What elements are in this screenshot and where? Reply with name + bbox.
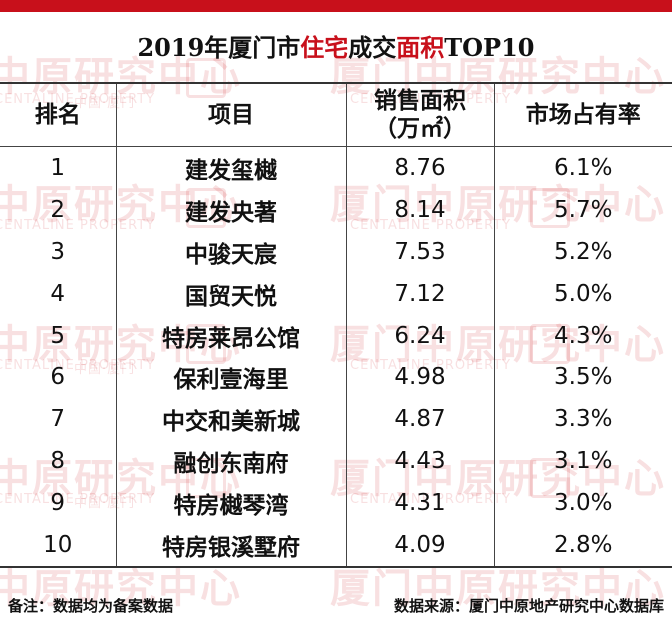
table-row: 3 中骏天宸 7.53 5.2% <box>0 230 672 273</box>
cell-project: 特房莱昂公馆 <box>116 314 347 357</box>
cell-share: 6.1% <box>554 154 613 181</box>
cell-project: 建发央著 <box>116 188 347 231</box>
header-area: 销售面积 （万㎡） <box>346 83 495 147</box>
cell-area: 4.98 <box>346 356 495 399</box>
table-row: 7 中交和美新城 4.87 3.3% <box>0 398 672 441</box>
table-row: 10 特房银溪墅府 4.09 2.8% <box>0 524 672 567</box>
cell-rank: 6 <box>0 356 117 399</box>
cell-share: 2.8% <box>554 531 613 558</box>
header-area-line2: （万㎡） <box>374 116 466 142</box>
cell-area: 4.43 <box>346 440 495 483</box>
cell-rank: 5 <box>0 314 117 357</box>
cell-project: 特房樾琴湾 <box>116 482 347 525</box>
cell-area: 4.09 <box>346 524 495 567</box>
table-row: 9 特房樾琴湾 4.31 3.0% <box>0 482 672 525</box>
cell-rank: 4 <box>0 272 117 315</box>
cell-area: 7.12 <box>346 272 495 315</box>
table-row: 5 特房莱昂公馆 6.24 4.3% <box>0 314 672 357</box>
cell-project: 特房银溪墅府 <box>116 524 347 567</box>
title-part: TOP10 <box>444 33 535 62</box>
title-highlight: 住宅 <box>300 33 349 62</box>
cell-project: 中交和美新城 <box>116 398 347 441</box>
header-area-line1: 销售面积 <box>374 88 466 114</box>
cell-rank: 7 <box>0 398 117 441</box>
cell-rank: 1 <box>0 146 117 189</box>
cell-project: 中骏天宸 <box>116 230 347 273</box>
cell-area: 8.14 <box>346 188 495 231</box>
table-row: 6 保利壹海里 4.98 3.5% <box>0 356 672 399</box>
cell-area: 8.76 <box>346 146 495 189</box>
cell-share: 3.0% <box>554 490 613 517</box>
footer-note: 备注：数据均为备案数据 <box>8 597 174 615</box>
cell-area: 4.31 <box>346 482 495 525</box>
header-project: 项目 <box>116 83 347 147</box>
top-accent-bar <box>0 0 672 12</box>
cell-rank: 10 <box>0 524 117 567</box>
title-highlight: 面积 <box>396 33 445 62</box>
cell-rank: 9 <box>0 482 117 525</box>
header-rank: 排名 <box>0 83 117 147</box>
cell-rank: 8 <box>0 440 117 483</box>
cell-share: 3.1% <box>554 448 613 475</box>
cell-rank: 3 <box>0 230 117 273</box>
cell-project: 国贸天悦 <box>116 272 347 315</box>
cell-project: 融创东南府 <box>116 440 347 483</box>
table-row: 1 建发玺樾 8.76 6.1% <box>0 146 672 189</box>
table-row: 8 融创东南府 4.43 3.1% <box>0 440 672 483</box>
footer: 备注：数据均为备案数据 数据来源：厦门中原地产研究中心数据库 <box>0 591 672 617</box>
title-part: 成交 <box>348 33 397 62</box>
cell-rank: 2 <box>0 188 117 231</box>
page-title: 2019年厦门市住宅成交面积TOP10 <box>0 28 672 63</box>
cell-share: 5.7% <box>554 196 613 223</box>
cell-area: 7.53 <box>346 230 495 273</box>
cell-project: 建发玺樾 <box>116 146 347 189</box>
cell-area: 6.24 <box>346 314 495 357</box>
cell-share: 3.5% <box>554 364 613 391</box>
title-part: 2019年厦门市 <box>137 33 301 62</box>
cell-area: 4.87 <box>346 398 495 441</box>
cell-share: 5.0% <box>554 280 613 307</box>
table-row: 2 建发央著 8.14 5.7% <box>0 188 672 231</box>
cell-share: 5.2% <box>554 238 613 265</box>
footer-source: 数据来源：厦门中原地产研究中心数据库 <box>393 597 664 615</box>
cell-share: 3.3% <box>554 406 613 433</box>
cell-share: 4.3% <box>554 322 613 349</box>
cell-project: 保利壹海里 <box>116 356 347 399</box>
ranking-table: 排名 项目 销售面积 （万㎡） 市场占有率 1 建发玺樾 8.76 6.1% 2… <box>0 82 672 568</box>
table-header-row: 排名 项目 销售面积 （万㎡） 市场占有率 <box>0 83 672 147</box>
header-share: 市场占有率 <box>494 83 672 147</box>
table-row: 4 国贸天悦 7.12 5.0% <box>0 272 672 315</box>
